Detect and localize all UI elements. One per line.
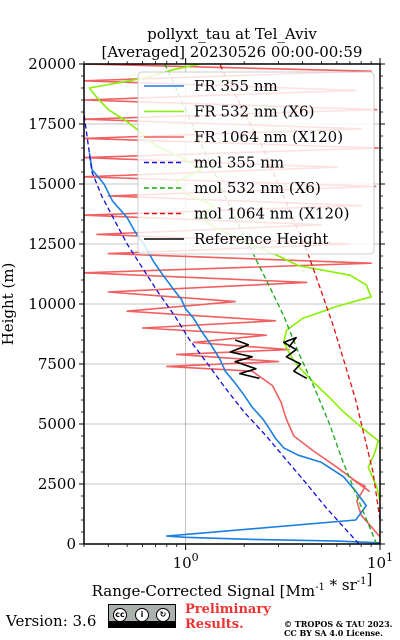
- x-tick-label: 100: [173, 551, 199, 572]
- y-tick-label: 0: [66, 535, 76, 553]
- x-axis-label: Range-Corrected Signal [Mm-1 * sr-1]: [92, 570, 373, 600]
- legend-entry: mol 1064 nm (X120): [194, 205, 349, 223]
- chart-title-line-2: [Averaged] 20230526 00:00-00:59: [102, 43, 363, 61]
- preliminary-line-1: Preliminary: [185, 602, 271, 617]
- legend-entry: FR 355 nm: [194, 77, 278, 95]
- copyright-notice: © TROPOS & TAU 2023. CC BY SA 4.0 Licens…: [284, 620, 392, 638]
- series-line-fr-532-nm-x6: [88, 64, 380, 501]
- y-tick-label: 7500: [38, 355, 76, 373]
- y-tick-label: 12500: [28, 235, 76, 253]
- series-line-reference-height: [229, 339, 260, 380]
- y-axis-label: Height (m): [0, 263, 17, 346]
- y-tick-label: 10000: [28, 295, 76, 313]
- legend-entry: mol 355 nm: [194, 154, 284, 172]
- series-line-mol-355-nm: [84, 114, 360, 544]
- legend-entry: Reference Height: [194, 230, 328, 248]
- series-line-reference-height: [282, 336, 308, 380]
- cc-by-sa-icon: cc i ↻: [108, 604, 176, 628]
- y-tick-label: 20000: [28, 55, 76, 73]
- chart-title-line-1: pollyxt_tau at Tel_Aviv: [147, 25, 317, 43]
- y-tick-label: 15000: [28, 175, 76, 193]
- series-line-fr-1064-nm-x120: [84, 64, 380, 538]
- legend-entry: mol 532 nm (X6): [194, 179, 321, 197]
- copyright-line-1: © TROPOS & TAU 2023.: [284, 619, 393, 629]
- y-tick-label: 2500: [38, 475, 76, 493]
- series-line-mol-532-nm-x6: [164, 64, 378, 544]
- legend-box: [137, 71, 375, 255]
- legend-entry: FR 532 nm (X6): [194, 103, 314, 121]
- x-tick-label: 101: [367, 551, 393, 572]
- cc-icon: cc: [113, 608, 127, 622]
- by-icon: i: [135, 608, 149, 622]
- cc-badge-strip: [109, 621, 175, 627]
- y-tick-label: 17500: [28, 115, 76, 133]
- preliminary-notice: Preliminary Results.: [185, 602, 271, 632]
- y-tick-label: 5000: [38, 415, 76, 433]
- ticks: 0 2500 5000 7500 10000 12500 15000 17500 20000 10…: [28, 55, 393, 572]
- chart: pollyxt_tau at Tel_Aviv [Averaged] 20230…: [0, 25, 393, 600]
- legend: FR 355 nm FR 532 nm (X6) FR 1064 nm (X120)…: [137, 71, 375, 255]
- preliminary-line-2: Results.: [185, 617, 244, 632]
- version-label: Version: 3.6: [6, 612, 97, 630]
- copyright-line-2: CC BY SA 4.0 License.: [284, 628, 383, 638]
- legend-entry: FR 1064 nm (X120): [194, 128, 343, 146]
- sa-icon: ↻: [156, 608, 170, 622]
